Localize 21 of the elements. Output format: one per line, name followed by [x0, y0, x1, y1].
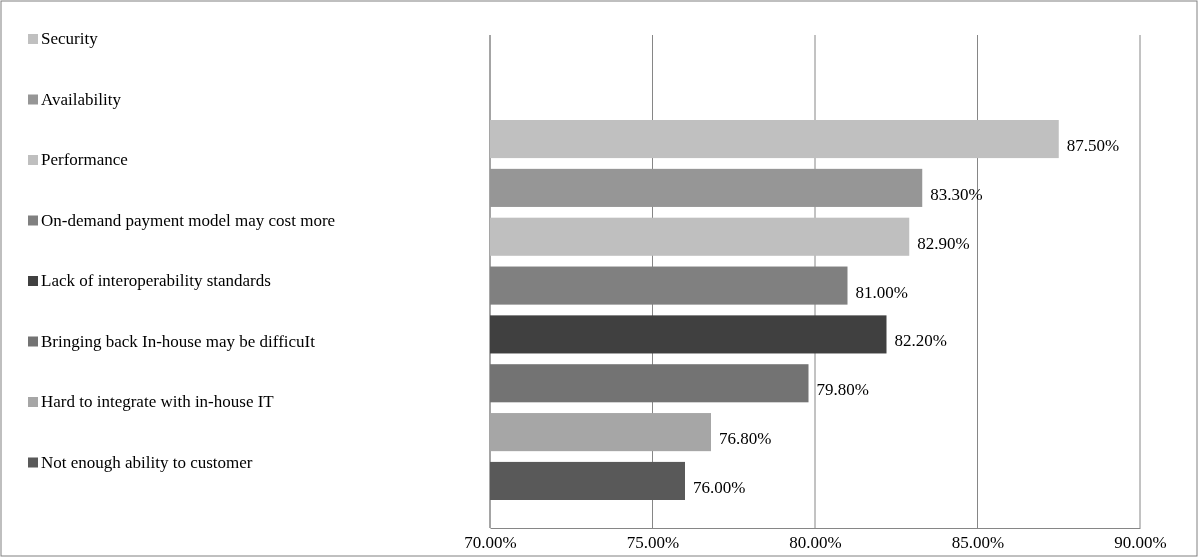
x-tick-label: 90.00% — [1114, 533, 1167, 553]
legend-label: Not enough ability to customer — [41, 452, 253, 472]
text: 87.50% — [1066, 136, 1120, 156]
text: 79.80% — [816, 380, 869, 400]
text: 76.00% — [693, 477, 746, 497]
x-tick-label: 80.00% — [789, 533, 842, 553]
legend-label: Availability — [41, 89, 122, 109]
legend-label: Hard to integrate with in-house IT — [41, 392, 275, 411]
text: 82.20% — [894, 331, 947, 351]
legend-label: Bringing back In-house may be difficuIt — [41, 331, 316, 351]
text: 81.00% — [855, 282, 908, 302]
legend-label: On-demand payment model may cost more — [41, 210, 336, 230]
x-tick-label: 85.00% — [951, 533, 1005, 553]
legend-label: Lack of interoperability standards — [41, 271, 271, 290]
text: 83.30% — [930, 184, 983, 204]
text: 76.80% — [719, 429, 772, 449]
text: 82.90% — [917, 233, 970, 253]
x-tick-label: 70.00% — [464, 533, 517, 553]
legend-label: Security — [41, 29, 99, 48]
legend-label: Performance — [41, 150, 128, 169]
x-tick-label: 75.00% — [626, 533, 680, 553]
